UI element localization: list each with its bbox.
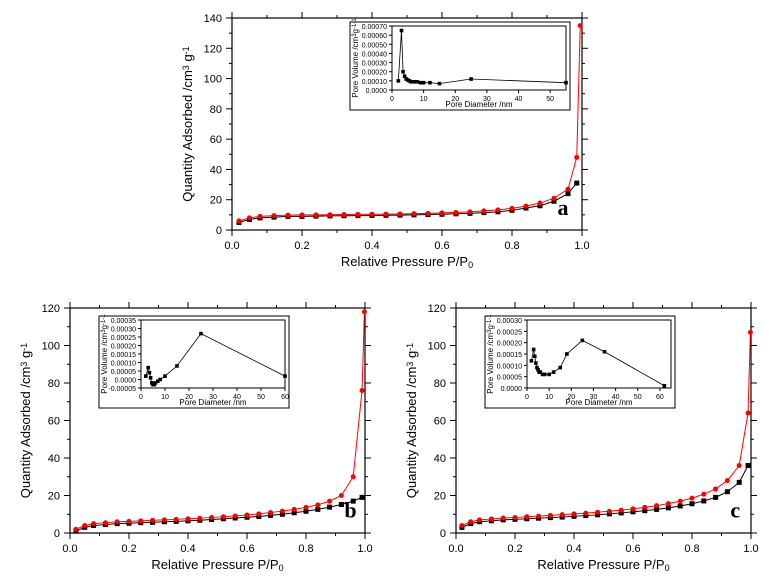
svg-text:Pore Diameter /nm: Pore Diameter /nm [445, 100, 512, 109]
svg-text:1.0: 1.0 [743, 543, 758, 555]
svg-text:a: a [558, 195, 569, 220]
svg-text:0.2: 0.2 [507, 543, 522, 555]
svg-text:Quantity Adsorbed /cm3 g-1: Quantity Adsorbed /cm3 g-1 [404, 343, 419, 498]
svg-text:100: 100 [204, 74, 222, 86]
svg-text:40: 40 [434, 453, 446, 465]
svg-text:0.00020: 0.00020 [111, 344, 136, 351]
svg-text:20: 20 [434, 491, 446, 503]
svg-text:0.6: 0.6 [625, 543, 640, 555]
svg-text:10: 10 [161, 394, 169, 401]
svg-text:40: 40 [48, 453, 60, 465]
svg-text:50: 50 [634, 394, 642, 401]
svg-text:0.00005: 0.00005 [497, 375, 522, 382]
svg-text:0.0: 0.0 [448, 543, 463, 555]
svg-text:0.00060: 0.00060 [362, 33, 387, 40]
svg-text:0.00030: 0.00030 [362, 61, 387, 68]
svg-text:120: 120 [42, 303, 60, 315]
svg-text:10: 10 [420, 96, 428, 103]
svg-text:0.0: 0.0 [62, 543, 77, 555]
svg-text:100: 100 [42, 341, 60, 353]
svg-text:0.6: 0.6 [239, 543, 254, 555]
svg-text:120: 120 [428, 303, 446, 315]
svg-text:Pore Volume /cm3g-1-1: Pore Volume /cm3g-1-1 [486, 314, 495, 394]
svg-text:0: 0 [525, 394, 529, 401]
svg-text:50: 50 [257, 394, 265, 401]
svg-text:40: 40 [515, 96, 523, 103]
panel-b: 0.00.20.40.60.81.0020406080100120Relativ… [12, 298, 382, 573]
svg-text:Relative Pressure P/P0: Relative Pressure P/P0 [151, 557, 283, 573]
svg-text:0.0000: 0.0000 [366, 88, 388, 95]
svg-text:0.6: 0.6 [434, 240, 449, 252]
svg-text:Quantity Adsorbed /cm3 g-1: Quantity Adsorbed /cm3 g-1 [180, 46, 195, 201]
svg-text:0.8: 0.8 [684, 543, 699, 555]
svg-text:10: 10 [545, 394, 553, 401]
svg-text:0.8: 0.8 [298, 543, 313, 555]
svg-text:0.00010: 0.00010 [497, 363, 522, 370]
svg-text:0.00030: 0.00030 [497, 318, 522, 325]
svg-text:0.8: 0.8 [504, 240, 519, 252]
svg-text:Pore Volume /cm3g-1-1: Pore Volume /cm3g-1-1 [100, 314, 109, 394]
svg-text:0.00010: 0.00010 [111, 361, 136, 368]
svg-text:0.00035: 0.00035 [111, 318, 136, 325]
svg-text:60: 60 [281, 394, 289, 401]
svg-text:Pore Diameter /nm: Pore Diameter /nm [179, 398, 246, 407]
svg-text:140: 140 [204, 13, 222, 25]
svg-text:0.0: 0.0 [224, 240, 239, 252]
svg-text:Quantity Adsorbed /cm3 g-1: Quantity Adsorbed /cm3 g-1 [18, 343, 33, 498]
svg-text:0: 0 [390, 96, 394, 103]
panel-c: 0.00.20.40.60.81.0020406080100120Relativ… [398, 298, 768, 573]
svg-text:0: 0 [440, 528, 446, 540]
svg-text:0.0000: 0.0000 [501, 386, 523, 393]
svg-text:60: 60 [434, 416, 446, 428]
svg-text:50: 50 [546, 96, 554, 103]
svg-text:100: 100 [428, 341, 446, 353]
svg-text:0.00025: 0.00025 [497, 329, 522, 336]
svg-text:0.00010: 0.00010 [362, 79, 387, 86]
svg-text:-0.00005: -0.00005 [108, 386, 136, 393]
svg-text:0.4: 0.4 [566, 543, 581, 555]
svg-text:0.00015: 0.00015 [111, 352, 136, 359]
svg-text:40: 40 [210, 164, 222, 176]
svg-text:1.0: 1.0 [574, 240, 589, 252]
svg-text:0.00005: 0.00005 [111, 369, 136, 376]
panel-a: 0.00.20.40.60.81.0020406080100120140Rela… [170, 8, 600, 268]
svg-text:c: c [730, 497, 740, 522]
svg-text:80: 80 [434, 378, 446, 390]
svg-text:Relative Pressure P/P0: Relative Pressure P/P0 [341, 254, 473, 268]
svg-text:120: 120 [204, 43, 222, 55]
svg-text:1.0: 1.0 [357, 543, 372, 555]
svg-text:0.2: 0.2 [121, 543, 136, 555]
svg-text:0.0000: 0.0000 [115, 378, 137, 385]
svg-text:Pore Volume /cm3g-1-1: Pore Volume /cm3g-1-1 [351, 18, 360, 98]
svg-text:0.00020: 0.00020 [362, 70, 387, 77]
svg-text:0.00040: 0.00040 [362, 51, 387, 58]
svg-text:60: 60 [656, 394, 664, 401]
svg-text:0.2: 0.2 [294, 240, 309, 252]
svg-text:0.4: 0.4 [180, 543, 195, 555]
svg-text:Relative Pressure P/P0: Relative Pressure P/P0 [537, 557, 669, 573]
svg-text:Pore Diameter /nm: Pore Diameter /nm [565, 398, 632, 407]
svg-text:0.00070: 0.00070 [362, 24, 387, 31]
svg-text:80: 80 [48, 378, 60, 390]
svg-text:80: 80 [210, 104, 222, 116]
svg-text:0.4: 0.4 [364, 240, 379, 252]
svg-text:0.00015: 0.00015 [497, 352, 522, 359]
figure-page: 0.00.20.40.60.81.0020406080100120140Rela… [0, 0, 778, 587]
svg-text:0.00020: 0.00020 [497, 341, 522, 348]
svg-text:0.00030: 0.00030 [111, 327, 136, 334]
svg-text:20: 20 [210, 195, 222, 207]
svg-text:60: 60 [48, 416, 60, 428]
svg-text:0.00025: 0.00025 [111, 335, 136, 342]
svg-text:0: 0 [216, 225, 222, 237]
svg-text:20: 20 [48, 491, 60, 503]
svg-text:b: b [344, 497, 356, 522]
svg-text:0: 0 [54, 528, 60, 540]
svg-text:60: 60 [210, 134, 222, 146]
svg-text:0.00050: 0.00050 [362, 42, 387, 49]
svg-text:0: 0 [139, 394, 143, 401]
